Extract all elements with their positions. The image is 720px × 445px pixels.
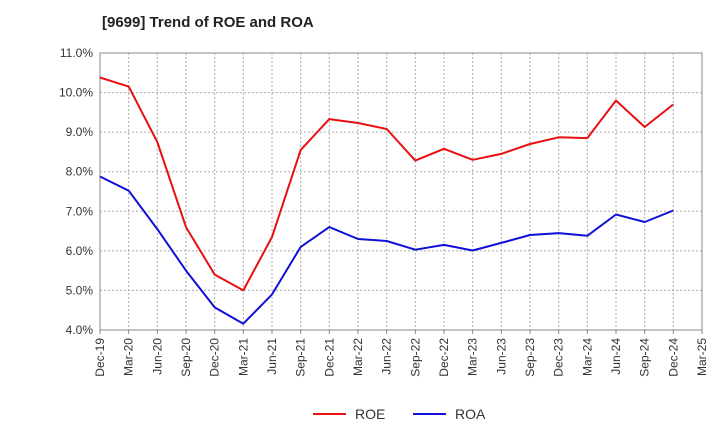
y-tick-label: 9.0%	[66, 125, 94, 139]
x-tick-label: Sep-22	[408, 338, 422, 377]
x-tick-label: Mar-24	[580, 338, 594, 376]
y-tick-label: 5.0%	[66, 283, 94, 297]
x-tick-label: Jun-23	[494, 338, 508, 375]
y-tick-label: 6.0%	[66, 244, 94, 258]
x-tick-label: Jun-22	[380, 338, 394, 375]
plot-area-border	[99, 52, 703, 331]
y-tick-label: 4.0%	[66, 323, 94, 337]
x-tick-label: Dec-23	[552, 338, 566, 377]
x-tick-label: Jun-20	[150, 338, 164, 375]
x-tick-label: Dec-19	[93, 338, 107, 377]
x-tick-label: Sep-24	[638, 338, 652, 377]
x-tick-label: Sep-21	[294, 338, 308, 377]
x-tick-label: Dec-20	[208, 338, 222, 377]
x-tick-label: Sep-23	[523, 338, 537, 377]
legend-label-roe: ROE	[355, 406, 385, 422]
y-tick-label: 10.0%	[59, 86, 93, 100]
series-line-roe	[99, 76, 674, 292]
y-tick-label: 8.0%	[66, 165, 94, 179]
series-line-roa	[99, 175, 674, 325]
x-tick-label: Mar-23	[466, 338, 480, 376]
y-tick-label: 7.0%	[66, 204, 94, 218]
x-tick-label: Mar-21	[236, 338, 250, 376]
x-tick-label: Mar-20	[122, 338, 136, 376]
y-tick-label: 11.0%	[60, 46, 93, 60]
x-tick-label: Jun-24	[609, 338, 623, 375]
x-tick-label: Dec-21	[322, 338, 336, 377]
legend-label-roa: ROA	[455, 406, 486, 422]
x-tick-label: Sep-20	[179, 338, 193, 377]
x-tick-label: Jun-21	[265, 338, 279, 375]
x-tick-label: Dec-22	[437, 338, 451, 377]
chart-title: [9699] Trend of ROE and ROA	[102, 14, 314, 31]
x-tick-label: Mar-25	[695, 338, 709, 376]
x-tick-label: Dec-24	[666, 338, 680, 377]
x-tick-label: Mar-22	[351, 338, 365, 376]
